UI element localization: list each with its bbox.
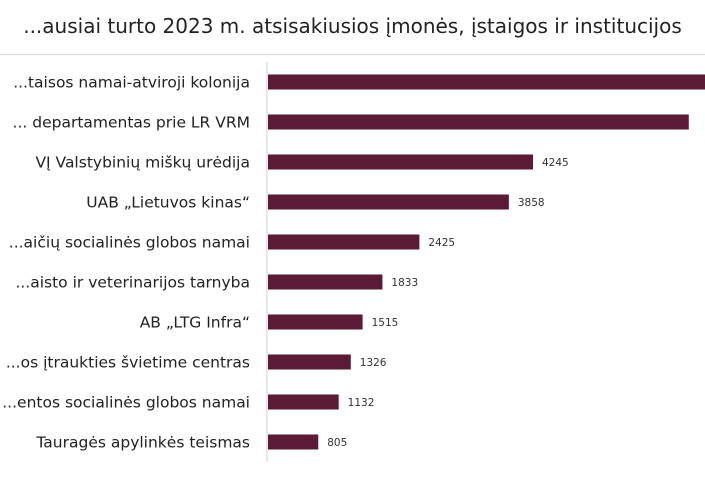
bars-group xyxy=(268,74,705,450)
value-label: 1132 xyxy=(348,397,375,409)
category-label: ...taisos namai-atviroji kolonija xyxy=(13,74,250,92)
category-label: ...aisto ir veterinarijos tarnyba xyxy=(15,274,250,292)
bar xyxy=(268,114,689,130)
bar xyxy=(268,434,319,450)
category-label: UAB „Lietuvos kinas“ xyxy=(86,194,250,212)
category-label: ...os įtraukties švietime centras xyxy=(6,354,250,372)
category-label: VĮ Valstybinių miškų urėdija xyxy=(35,154,250,172)
bar xyxy=(268,194,509,210)
bar xyxy=(268,74,705,90)
value-label: 1515 xyxy=(372,317,399,329)
bar xyxy=(268,354,351,370)
category-label: AB „LTG Infra“ xyxy=(140,314,250,332)
title-divider xyxy=(0,54,705,55)
value-label: 1326 xyxy=(360,357,387,369)
bar xyxy=(268,274,383,290)
bar xyxy=(268,154,534,170)
value-label: 1833 xyxy=(391,277,418,289)
category-label: ... departamentas prie LR VRM xyxy=(13,114,250,132)
chart-title: ...ausiai turto 2023 m. atsisakiusios įm… xyxy=(23,14,682,38)
value-label: 805 xyxy=(327,437,347,449)
category-label: ...entos socialinės globos namai xyxy=(2,394,250,412)
category-label: ...aičių socialinės globos namai xyxy=(9,234,250,252)
value-labels-group: 4245 3858 2425 1833 1515 1326 1132 805 xyxy=(327,157,568,449)
bar xyxy=(268,394,339,410)
bar xyxy=(268,314,363,330)
value-label: 2425 xyxy=(428,237,455,249)
value-label: 4245 xyxy=(542,157,569,169)
category-labels-group: ...taisos namai-atviroji kolonija ... dep… xyxy=(2,74,250,452)
category-label: Tauragės apylinkės teismas xyxy=(35,434,250,452)
bar xyxy=(268,234,420,250)
value-label: 3858 xyxy=(518,197,545,209)
